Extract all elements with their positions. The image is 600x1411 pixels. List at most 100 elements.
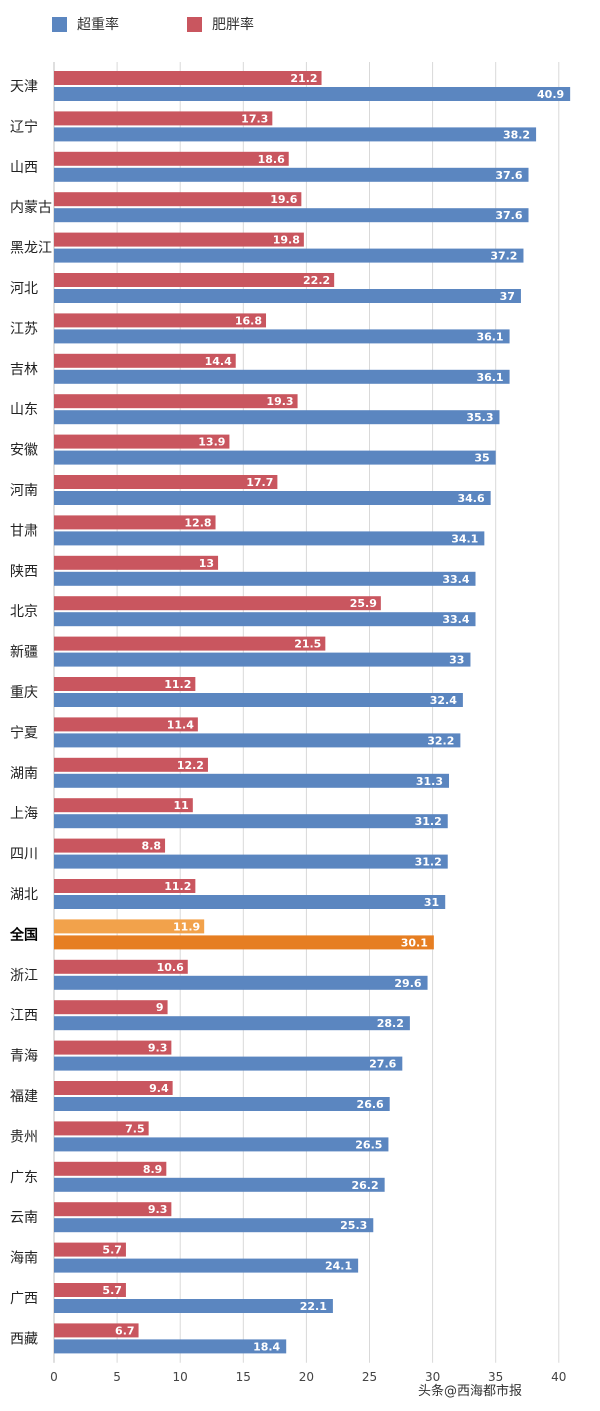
- x-tick-label: 10: [173, 1370, 188, 1384]
- data-label-overweight: 26.6: [357, 1098, 384, 1111]
- bar-obesity: [54, 677, 196, 691]
- bar-obesity: [54, 1323, 139, 1338]
- data-label-obesity: 6.7: [115, 1324, 135, 1337]
- data-label-obesity: 12.8: [184, 516, 211, 529]
- legend-swatch-overweight: [52, 16, 67, 32]
- data-label-overweight: 33.4: [442, 613, 469, 626]
- bar-obesity: [54, 838, 166, 853]
- category-label: 湖南: [10, 766, 38, 782]
- category-label: 辽宁: [10, 118, 38, 135]
- bar-overweight: [54, 127, 537, 142]
- bar-obesity: [54, 1202, 172, 1217]
- data-label-obesity: 19.8: [273, 234, 300, 247]
- data-label-overweight: 29.6: [394, 977, 421, 990]
- data-label-overweight: 32.2: [427, 734, 454, 747]
- x-tick-label: 0: [50, 1370, 58, 1384]
- category-label: 福建: [10, 1089, 38, 1105]
- category-label: 吉林: [10, 362, 38, 378]
- bar-obesity: [54, 1161, 167, 1176]
- category-label: 北京: [10, 604, 38, 620]
- bar-overweight: [54, 814, 448, 829]
- bar-overweight: [54, 571, 476, 586]
- legend-item-overweight: 超重率: [52, 14, 119, 34]
- bar-obesity: [54, 596, 381, 611]
- data-label-obesity: 14.4: [205, 355, 232, 368]
- x-tick-label: 15: [236, 1370, 251, 1384]
- data-label-overweight: 38.2: [503, 128, 530, 141]
- bar-overweight: [54, 935, 434, 950]
- data-label-obesity: 18.6: [258, 153, 285, 166]
- bar-obesity: [54, 353, 236, 368]
- data-label-overweight: 27.6: [369, 1058, 396, 1071]
- category-label: 山东: [10, 402, 38, 418]
- bar-overweight: [54, 1218, 374, 1233]
- category-label: 黑龙江: [10, 241, 52, 257]
- bar-overweight: [54, 329, 510, 344]
- category-label: 西藏: [10, 1331, 38, 1347]
- bar-obesity: [54, 71, 322, 85]
- data-label-overweight: 34.6: [458, 492, 485, 505]
- bar-overweight: [54, 531, 485, 546]
- data-label-overweight: 35: [474, 452, 489, 465]
- category-label: 江苏: [10, 321, 38, 337]
- data-label-overweight: 36.1: [476, 330, 503, 343]
- category-label: 山西: [10, 160, 38, 176]
- legend: 超重率 肥胖率: [0, 14, 600, 38]
- bar-obesity: [54, 1000, 168, 1015]
- bar-overweight: [54, 773, 450, 788]
- data-label-overweight: 25.3: [340, 1219, 367, 1232]
- legend-label-obesity: 肥胖率: [212, 17, 254, 33]
- bar-overweight: [54, 369, 510, 384]
- bar-overweight: [54, 895, 446, 909]
- data-label-overweight: 31.3: [416, 775, 443, 788]
- data-label-obesity: 19.6: [270, 193, 297, 206]
- bar-overweight: [54, 1056, 403, 1071]
- category-label: 贵州: [10, 1129, 38, 1145]
- data-label-obesity: 12.2: [177, 759, 204, 772]
- bar-overweight: [54, 410, 500, 425]
- data-label-obesity: 19.3: [266, 395, 293, 408]
- bar-overweight: [54, 289, 521, 303]
- x-tick-label: 25: [362, 1370, 377, 1384]
- category-label: 青海: [10, 1049, 38, 1065]
- category-label: 海南: [10, 1251, 38, 1267]
- data-label-overweight: 35.3: [466, 411, 493, 424]
- legend-label-overweight: 超重率: [77, 17, 119, 33]
- data-label-overweight: 30.1: [401, 936, 428, 949]
- bar-obesity: [54, 394, 298, 409]
- data-label-overweight: 32.4: [430, 694, 457, 707]
- bar-obesity: [54, 1081, 173, 1095]
- data-label-obesity: 8.9: [143, 1163, 163, 1176]
- bar-overweight: [54, 975, 428, 990]
- bar-obesity: [54, 1242, 126, 1257]
- bar-overweight: [54, 693, 463, 707]
- data-label-obesity: 16.8: [235, 314, 262, 327]
- data-label-overweight: 36.1: [476, 371, 503, 384]
- category-label: 陕西: [10, 564, 38, 580]
- bar-obesity: [54, 515, 216, 530]
- bar-obesity: [54, 717, 198, 732]
- data-label-overweight: 33: [449, 654, 464, 667]
- category-label: 广西: [10, 1291, 38, 1307]
- data-label-overweight: 33.4: [442, 573, 469, 586]
- bar-obesity: [54, 1283, 126, 1297]
- category-label: 安徽: [10, 443, 38, 459]
- bar-obesity: [54, 919, 205, 934]
- bar-obesity: [54, 959, 188, 974]
- bar-obesity: [54, 111, 273, 126]
- data-label-obesity: 21.5: [294, 638, 321, 651]
- bar-obesity: [54, 1121, 149, 1136]
- data-label-overweight: 24.1: [325, 1260, 352, 1273]
- legend-swatch-obesity: [187, 16, 202, 32]
- bar-obesity: [54, 151, 289, 166]
- data-label-obesity: 9.3: [148, 1042, 168, 1055]
- data-label-obesity: 5.7: [102, 1284, 122, 1297]
- bar-obesity: [54, 232, 304, 247]
- data-label-overweight: 26.2: [352, 1179, 379, 1192]
- watermark-text: 头条@西海都市报: [418, 1384, 523, 1399]
- bar-overweight: [54, 652, 471, 667]
- legend-item-obesity: 肥胖率: [187, 14, 254, 34]
- bar-overweight: [54, 1016, 410, 1031]
- bar-overweight: [54, 1299, 333, 1313]
- data-label-obesity: 11: [174, 799, 189, 812]
